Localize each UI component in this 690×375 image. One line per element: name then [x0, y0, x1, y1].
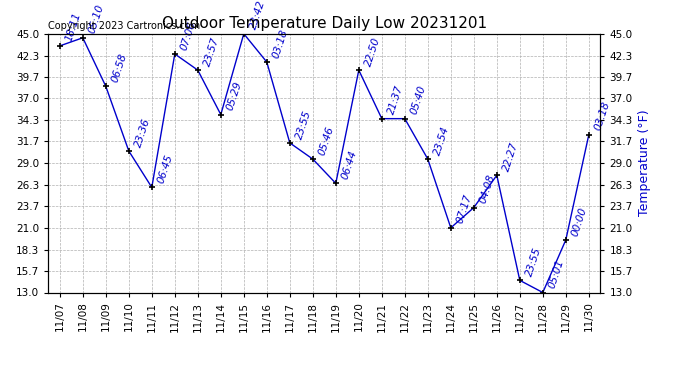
Text: 23:54: 23:54: [432, 124, 451, 156]
Y-axis label: Temperature (°F): Temperature (°F): [638, 110, 651, 216]
Text: 18:11: 18:11: [64, 12, 83, 43]
Text: 07:06: 07:06: [179, 20, 198, 51]
Text: Copyright 2023 Cartronics.com: Copyright 2023 Cartronics.com: [48, 21, 200, 31]
Text: 21:37: 21:37: [386, 84, 405, 116]
Text: 23:36: 23:36: [133, 117, 152, 148]
Text: 23:55: 23:55: [294, 108, 313, 140]
Text: 03:18: 03:18: [271, 28, 290, 59]
Text: 05:40: 05:40: [409, 84, 428, 116]
Title: Outdoor Temperature Daily Low 20231201: Outdoor Temperature Daily Low 20231201: [161, 16, 487, 31]
Text: 05:46: 05:46: [317, 124, 336, 156]
Text: 23:42: 23:42: [248, 0, 267, 31]
Text: 23:55: 23:55: [524, 246, 543, 278]
Text: 04:08: 04:08: [478, 173, 497, 205]
Text: 22:27: 22:27: [501, 141, 520, 172]
Text: 23:57: 23:57: [202, 36, 221, 68]
Text: 22:50: 22:50: [363, 36, 382, 68]
Text: 07:17: 07:17: [455, 194, 474, 225]
Text: 06:58: 06:58: [110, 52, 129, 84]
Text: 06:45: 06:45: [156, 153, 175, 184]
Text: 05:10: 05:10: [87, 3, 106, 35]
Text: 03:18: 03:18: [593, 100, 612, 132]
Text: 00:00: 00:00: [570, 206, 589, 237]
Text: 05:01: 05:01: [547, 258, 566, 290]
Text: 05:29: 05:29: [225, 80, 244, 112]
Text: 06:44: 06:44: [340, 149, 359, 180]
